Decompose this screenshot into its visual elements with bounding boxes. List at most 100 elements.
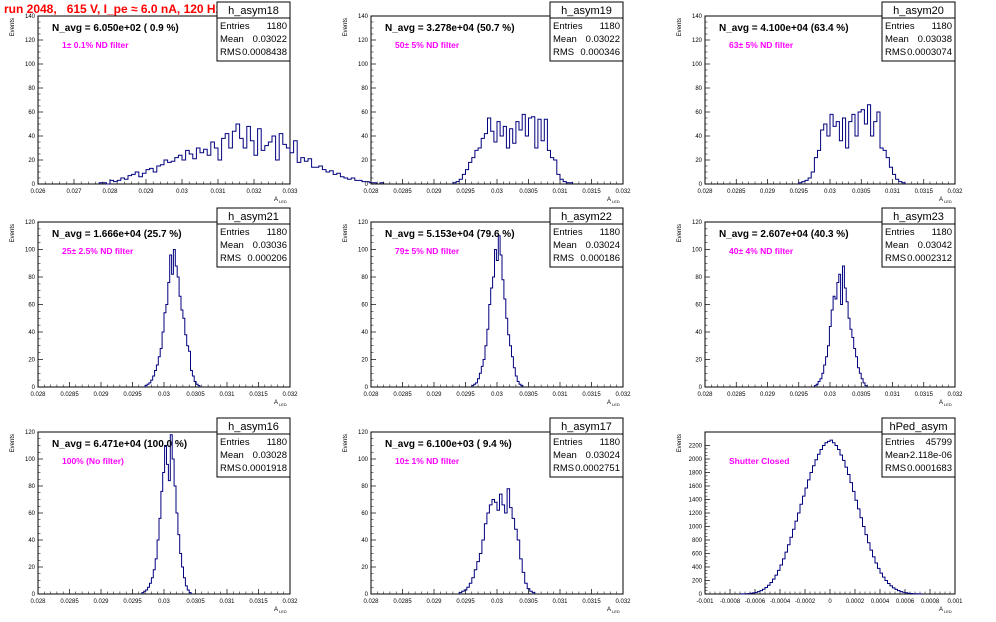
stats-value: 0.0008438 [242, 47, 287, 58]
histogram-bin [843, 118, 846, 184]
stats-title: hPed_asym [889, 421, 947, 433]
y-tick-label: 60 [361, 303, 368, 309]
histogram-bin [170, 435, 172, 594]
histogram-bin [218, 160, 222, 184]
histogram-bin [333, 174, 337, 184]
histogram-bin [351, 178, 355, 184]
y-tick-label: 0 [699, 182, 703, 188]
histogram-bin [816, 384, 818, 387]
x-axis-title: A [939, 400, 943, 406]
x-tick-label: 0.029 [426, 392, 442, 398]
filter-label: Shutter Closed [729, 456, 789, 466]
x-tick-label: 0.0285 [393, 599, 412, 605]
histogram-bin [775, 575, 778, 594]
histogram-bin [569, 183, 572, 184]
histogram-bin [479, 554, 482, 595]
x-axis-title-subscript: LED [944, 402, 952, 407]
x-tick-label: 0.028 [30, 599, 46, 605]
x-axis-title: A [274, 607, 278, 613]
stats-value: 1180 [600, 437, 620, 448]
histogram-bin [477, 562, 480, 594]
x-tick-label: 0.0008 [921, 599, 940, 605]
histogram-bin [153, 172, 157, 184]
histogram-bin [515, 376, 517, 387]
histogram-bin [174, 486, 176, 594]
x-tick-label: -0.0008 [720, 599, 741, 605]
histogram-bin [135, 172, 139, 184]
x-axis-title: A [274, 197, 278, 203]
stats-label: Entries [885, 437, 915, 448]
x-tick-label: 0.0285 [727, 189, 746, 195]
histogram-bin [326, 172, 330, 184]
x-tick-label: 0.0305 [186, 392, 205, 398]
n-avg-label: N_avg = 4.100e+04 (63.4 %) [719, 23, 849, 34]
histogram-bin [510, 508, 513, 594]
y-tick-label: 60 [361, 110, 368, 116]
histogram-bin [160, 165, 164, 184]
x-tick-label: 0.032 [246, 189, 262, 195]
histogram-bin [166, 305, 168, 388]
x-tick-label: 0.031 [552, 392, 568, 398]
histogram-bin [492, 500, 495, 595]
histogram-bin [763, 589, 766, 594]
histogram-bin [785, 552, 788, 594]
histogram-bin [462, 591, 465, 594]
stats-box [881, 417, 956, 478]
histogram-bin [544, 119, 547, 184]
x-tick-label: 0.032 [282, 599, 298, 605]
histogram-bin [240, 138, 244, 184]
x-tick-label: 0.0295 [456, 392, 475, 398]
histogram-bin [464, 590, 467, 594]
stats-box [881, 207, 956, 268]
histogram-bin [472, 578, 475, 594]
histogram-bin [482, 540, 485, 594]
x-tick-label: 0.0004 [871, 599, 890, 605]
stats-label: Mean [220, 34, 244, 45]
y-tick-label: 20 [361, 358, 368, 364]
histogram-bin [207, 155, 211, 184]
x-tick-label: 0.031 [885, 189, 901, 195]
stats-label: RMS [220, 47, 241, 58]
histogram-bin [276, 160, 280, 184]
histogram-bin [504, 299, 506, 387]
y-tick-label: 20 [28, 158, 35, 164]
y-tick-label: 1000 [689, 525, 703, 531]
stats-value: 1180 [267, 437, 287, 448]
n-avg-label: N_avg = 6.100e+03 ( 9.4 %) [385, 439, 512, 450]
histogram-bin [551, 158, 554, 184]
x-tick-label: 0.031 [885, 392, 901, 398]
y-tick-label: 40 [695, 330, 702, 336]
histogram-bin [858, 509, 861, 594]
y-tick-label: 120 [25, 220, 36, 226]
histogram-bin [541, 141, 544, 184]
histogram-bin [498, 236, 500, 387]
stats-label: RMS [553, 463, 574, 474]
x-tick-label: 0.029 [426, 599, 442, 605]
x-tick-label: 0.001 [947, 599, 963, 605]
stats-label: Mean [220, 450, 244, 461]
histogram-bin [308, 159, 312, 184]
x-tick-label: 0.0315 [915, 392, 934, 398]
histogram-bin [877, 112, 880, 184]
stats-value: 0.03036 [253, 240, 287, 251]
histogram-bin [853, 491, 856, 594]
histogram-bin [494, 142, 497, 184]
histogram-bin [198, 386, 200, 387]
histogram-line [458, 488, 536, 594]
histogram-h_asym16: 0.028 0.0285 0.029 0.0295 0.03 0.0305 0.031 0.0… [10, 417, 298, 614]
histogram-bin [860, 518, 863, 594]
histogram-bin [467, 587, 470, 594]
histogram-bin [554, 160, 557, 184]
histogram-line [452, 113, 574, 184]
y-tick-label: 100 [692, 62, 703, 68]
y-tick-label: 80 [695, 86, 702, 92]
stats-value: 0.0003074 [907, 47, 952, 58]
histogram-bin [830, 440, 833, 594]
histogram-bin [173, 250, 175, 388]
histogram-bin [489, 505, 492, 594]
histogram-bin [187, 590, 189, 594]
histogram-bin [500, 494, 503, 594]
histogram-bin [496, 261, 498, 388]
x-tick-label: 0.03 [491, 392, 503, 398]
x-tick-label: 0.029 [138, 189, 154, 195]
